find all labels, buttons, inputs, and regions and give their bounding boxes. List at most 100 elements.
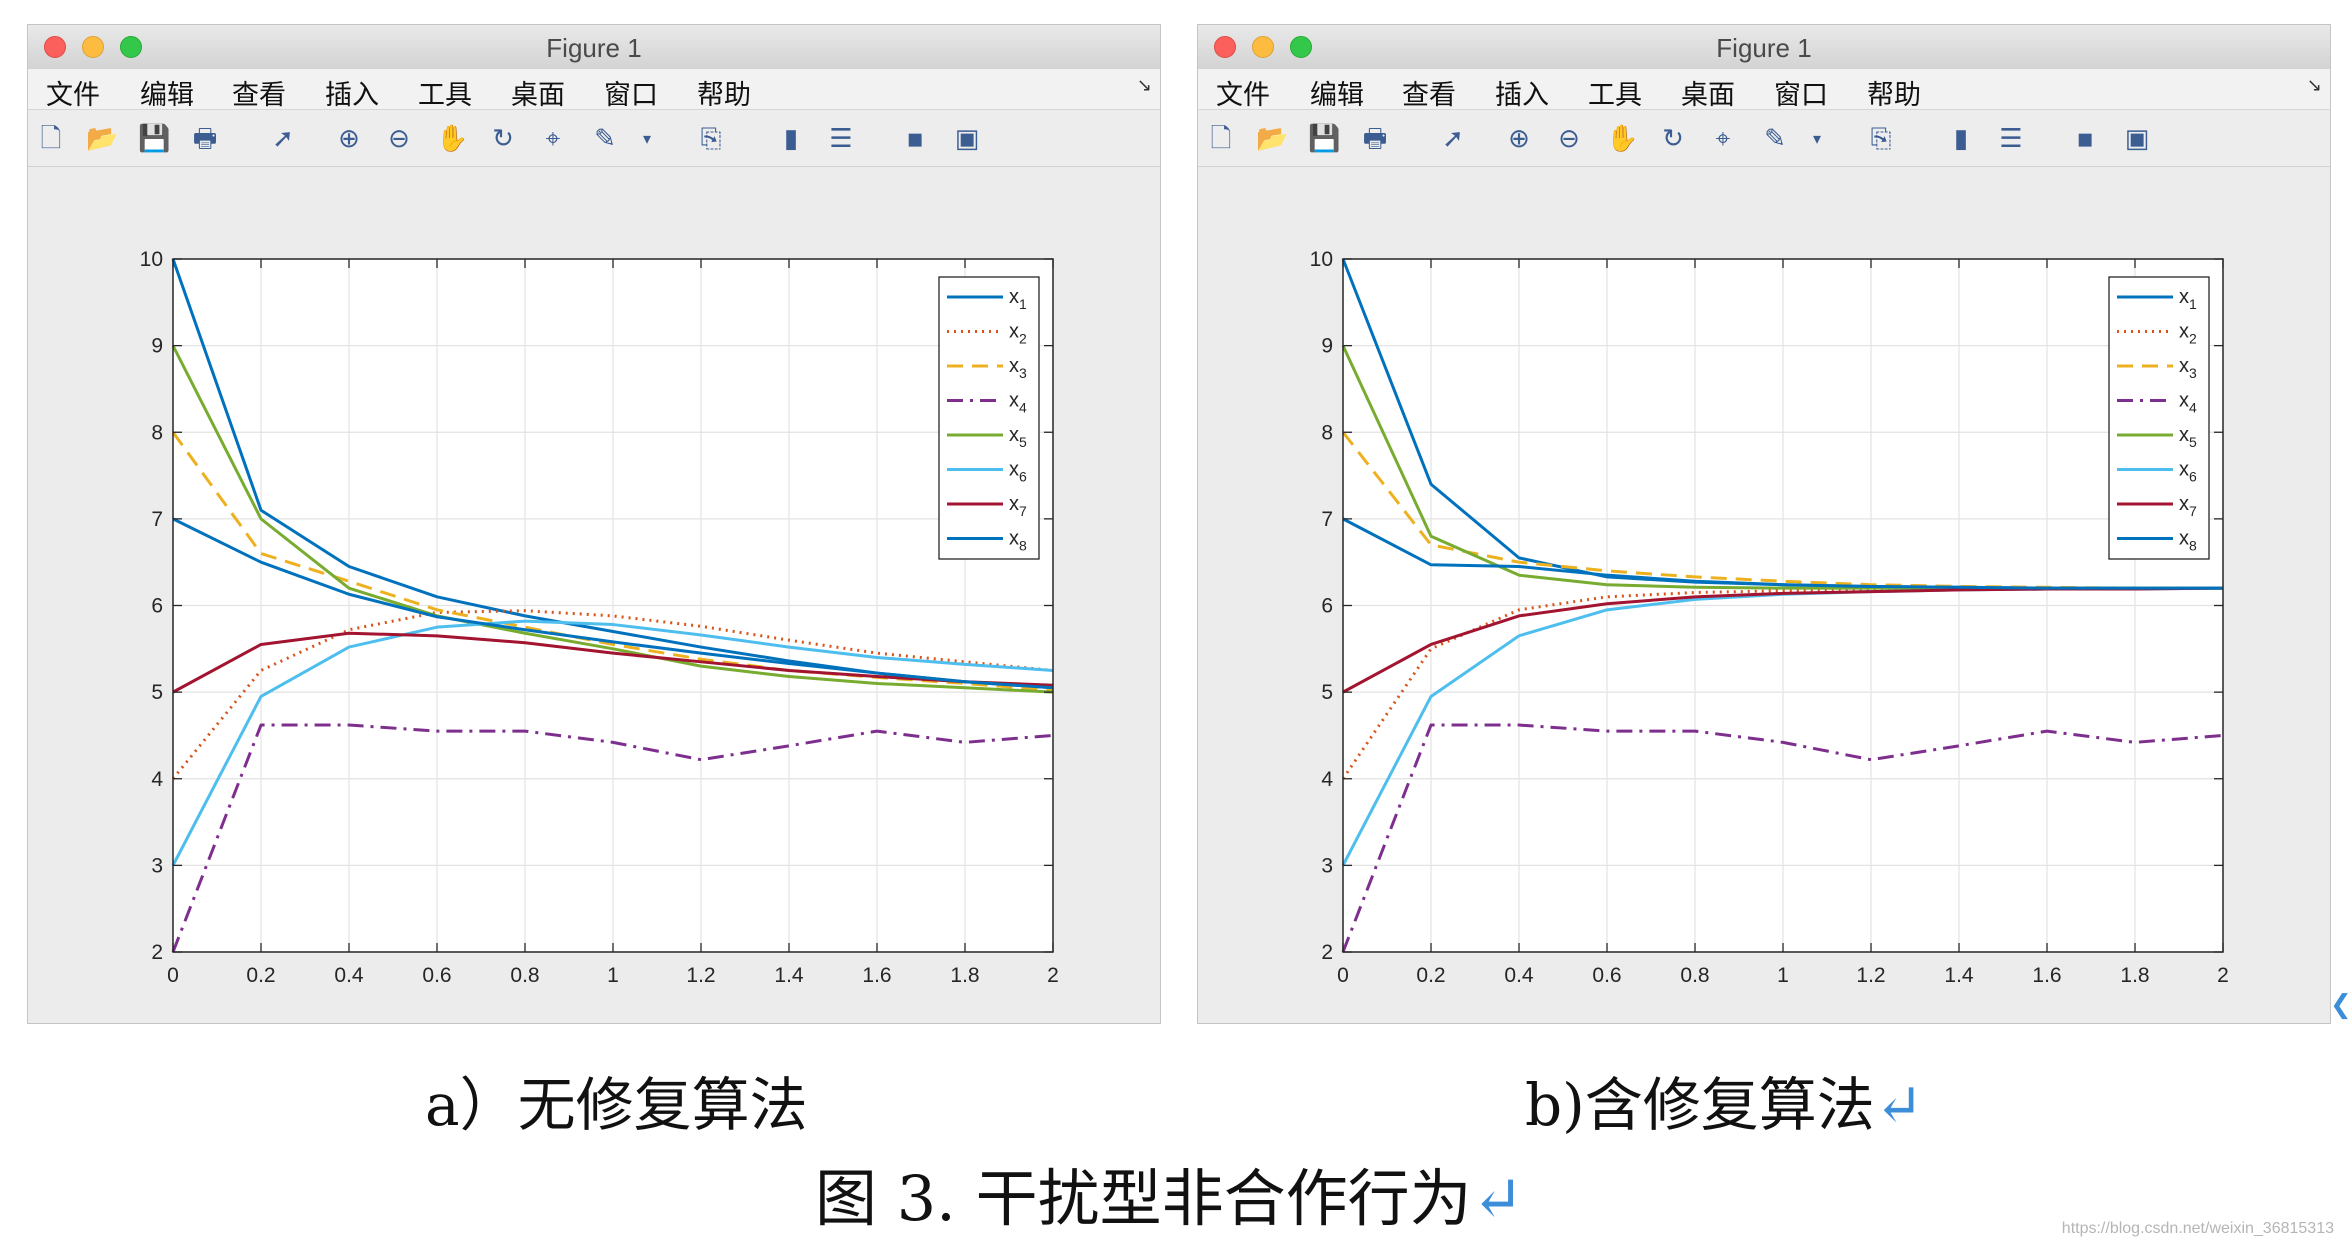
x-tick-label: 0.2 — [1416, 964, 1445, 987]
x-tick-label: 1.2 — [1856, 964, 1885, 987]
y-tick-label: 2 — [151, 941, 163, 964]
open-folder-icon[interactable]: 📂 — [86, 124, 119, 154]
data-cursor-icon[interactable]: ⌖ — [545, 124, 561, 154]
x-tick-label: 2 — [2217, 964, 2229, 987]
dropdown-arrow-icon[interactable]: ▾ — [1812, 129, 1822, 148]
figure-window-a: Figure 1 文件 编辑 查看 插入 工具 桌面 窗口 帮助 ↘ 🗋 📂 💾 🖶 ➚… — [27, 24, 1161, 1024]
y-tick-label: 4 — [151, 768, 163, 791]
print-icon[interactable]: 🖶 — [1362, 124, 1388, 154]
title-bar[interactable]: Figure 1 — [28, 25, 1160, 70]
dropdown-arrow-icon[interactable]: ▾ — [642, 129, 652, 148]
menu-tools[interactable]: 工具 — [1588, 80, 1642, 111]
series-line-x2 — [1341, 586, 2223, 780]
new-file-icon[interactable]: 🗋 — [40, 124, 62, 154]
y-tick-label: 8 — [1321, 421, 1333, 444]
x-tick-label: 1.8 — [950, 964, 979, 987]
return-mark-icon: ↵ — [1471, 1162, 1524, 1235]
zoom-window-button[interactable] — [1290, 36, 1312, 58]
x-tick-label: 1.8 — [2120, 964, 2149, 987]
x-tick-label: 0.8 — [1680, 964, 1709, 987]
menu-tools[interactable]: 工具 — [418, 80, 472, 111]
data-cursor-icon[interactable]: ⌖ — [1715, 124, 1731, 154]
zoom-window-button[interactable] — [120, 36, 142, 58]
menu-bar: 文件 编辑 查看 插入 工具 桌面 窗口 帮助 ↘ — [28, 69, 1160, 111]
menu-file[interactable]: 文件 — [46, 80, 100, 111]
y-tick-label: 2 — [1321, 941, 1333, 964]
series-line-x7 — [172, 631, 1054, 694]
x-tick-label: 0 — [167, 964, 179, 987]
pointer-icon[interactable]: ➚ — [272, 124, 294, 154]
close-window-button[interactable] — [1214, 36, 1236, 58]
legend-box — [2108, 276, 2210, 560]
rotate-3d-icon[interactable]: ↻ — [492, 124, 514, 154]
y-tick-label: 6 — [151, 595, 163, 618]
y-tick-label: 3 — [151, 854, 163, 877]
watermark: https://blog.csdn.net/weixin_36815313 — [2061, 1220, 2334, 1237]
legend-box — [938, 276, 1040, 560]
menu-insert[interactable]: 插入 — [325, 80, 379, 111]
menu-insert[interactable]: 插入 — [1495, 80, 1549, 111]
menu-view[interactable]: 查看 — [1402, 80, 1456, 111]
show-plot-tools-icon[interactable]: ▣ — [954, 124, 980, 154]
brush-icon[interactable]: ✎ — [594, 124, 616, 154]
series-line-x5 — [171, 344, 1054, 694]
series-line-x8 — [1342, 517, 2223, 590]
y-tick-label: 9 — [1321, 335, 1333, 358]
menu-window[interactable]: 窗口 — [604, 80, 658, 111]
legend-icon[interactable]: ☰ — [1999, 124, 2023, 154]
brush-icon[interactable]: ✎ — [1764, 124, 1786, 154]
series-line-x8 — [172, 517, 1054, 690]
new-file-icon[interactable]: 🗋 — [1210, 124, 1232, 154]
minimize-window-button[interactable] — [82, 36, 104, 58]
menu-view[interactable]: 查看 — [232, 80, 286, 111]
zoom-out-icon[interactable]: ⊖ — [388, 124, 410, 154]
print-icon[interactable]: 🖶 — [192, 124, 218, 154]
title-bar[interactable]: Figure 1 — [1198, 25, 2330, 70]
close-window-button[interactable] — [44, 36, 66, 58]
menu-edit[interactable]: 编辑 — [1310, 80, 1364, 111]
series-line-x2 — [171, 609, 1054, 780]
legend-icon[interactable]: ☰ — [829, 124, 853, 154]
save-icon[interactable]: 💾 — [138, 124, 171, 154]
hide-plot-tools-icon[interactable]: ▪ — [906, 124, 924, 154]
y-tick-label: 10 — [1310, 248, 1333, 271]
menu-help[interactable]: 帮助 — [697, 80, 751, 111]
menu-desktop[interactable]: 桌面 — [511, 80, 565, 111]
y-tick-label: 4 — [1321, 768, 1333, 791]
dock-arrow-icon[interactable]: ↘ — [1136, 75, 1152, 96]
colorbar-icon[interactable]: ▮ — [783, 124, 799, 154]
menu-window[interactable]: 窗口 — [1774, 80, 1828, 111]
save-icon[interactable]: 💾 — [1308, 124, 1341, 154]
x-tick-label: 0.8 — [510, 964, 539, 987]
show-plot-tools-icon[interactable]: ▣ — [2124, 124, 2150, 154]
open-folder-icon[interactable]: 📂 — [1256, 124, 1289, 154]
pan-hand-icon[interactable]: ✋ — [436, 124, 469, 154]
hide-plot-tools-icon[interactable]: ▪ — [2076, 124, 2094, 154]
zoom-in-icon[interactable]: ⊕ — [338, 124, 360, 154]
rotate-3d-icon[interactable]: ↻ — [1662, 124, 1684, 154]
minimize-window-button[interactable] — [1252, 36, 1274, 58]
menu-file[interactable]: 文件 — [1216, 80, 1270, 111]
y-tick-label: 5 — [151, 681, 163, 704]
return-mark-icon: ↵ — [1874, 1071, 1924, 1139]
menu-edit[interactable]: 编辑 — [140, 80, 194, 111]
pan-hand-icon[interactable]: ✋ — [1606, 124, 1639, 154]
link-plot-icon[interactable]: ⎘ — [700, 124, 722, 154]
pointer-icon[interactable]: ➚ — [1442, 124, 1464, 154]
menu-bar: 文件 编辑 查看 插入 工具 桌面 窗口 帮助 ↘ — [1198, 69, 2330, 111]
colorbar-icon[interactable]: ▮ — [1953, 124, 1969, 154]
zoom-out-icon[interactable]: ⊖ — [1558, 124, 1580, 154]
link-plot-icon[interactable]: ⎘ — [1870, 124, 1892, 154]
y-tick-label: 7 — [151, 508, 163, 531]
y-tick-label: 9 — [151, 335, 163, 358]
menu-desktop[interactable]: 桌面 — [1681, 80, 1735, 111]
figure-caption: 图 3. 干扰型非合作行为↵ — [815, 1162, 1524, 1235]
x-tick-label: 1.6 — [2032, 964, 2061, 987]
window-title: Figure 1 — [1716, 33, 1812, 63]
dock-arrow-icon[interactable]: ↘ — [2306, 75, 2322, 96]
menu-help[interactable]: 帮助 — [1867, 80, 1921, 111]
x-tick-label: 1.4 — [774, 964, 804, 987]
x-tick-label: 0.4 — [1504, 964, 1534, 987]
zoom-in-icon[interactable]: ⊕ — [1508, 124, 1530, 154]
